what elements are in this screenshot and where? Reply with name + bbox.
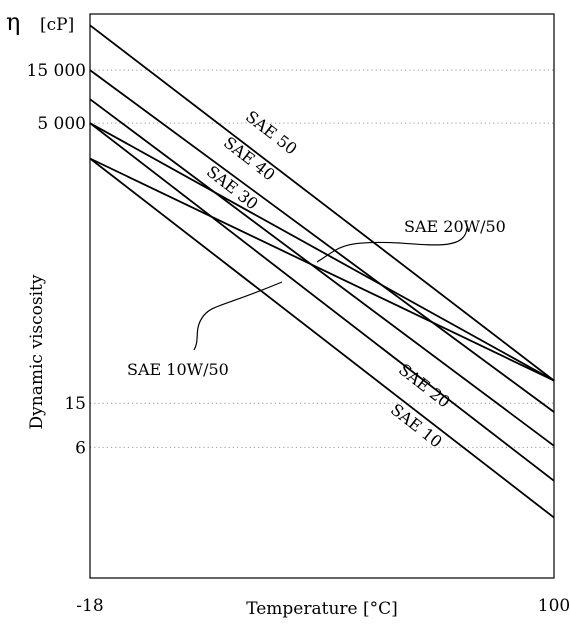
leader-sae-20w-50 — [316, 227, 468, 263]
series-line-sae-50 — [89, 24, 555, 382]
series-label-sae-10w-50: SAE 10W/50 — [127, 360, 229, 379]
label-leaders — [193, 227, 468, 351]
x-axis-title: Temperature [°C] — [246, 599, 398, 619]
series-line-sae-40 — [89, 69, 555, 413]
y-tick-label-5000: 5 000 — [37, 114, 86, 134]
series-line-sae-20w-50 — [89, 122, 555, 382]
series-label-sae-20w-50: SAE 20W/50 — [404, 217, 506, 236]
grid-lines — [90, 69, 554, 448]
y-axis-title: Dynamic viscosity — [27, 274, 47, 429]
series-lines — [89, 24, 555, 519]
y-tick-label-6: 6 — [75, 438, 86, 458]
series-line-sae-10w-50 — [89, 157, 555, 382]
series-line-sae-20 — [89, 122, 555, 482]
y-axis-unit: [cP] — [40, 15, 74, 35]
y-tick-label-15: 15 — [64, 394, 86, 414]
series-line-sae-10 — [89, 157, 555, 519]
plot-frame — [89, 13, 555, 579]
series-line-sae-30 — [89, 98, 555, 447]
leader-sae-10w-50 — [193, 281, 283, 351]
x-tick-label-min: -18 — [76, 596, 103, 616]
series-label-sae-10: SAE 10 — [387, 400, 446, 452]
y-axis-symbol: η — [6, 8, 20, 36]
x-tick-label-max: 100 — [538, 596, 570, 616]
tick-labels: 15 000 5 000 15 6 — [27, 61, 86, 458]
y-tick-label-15000: 15 000 — [27, 61, 86, 81]
